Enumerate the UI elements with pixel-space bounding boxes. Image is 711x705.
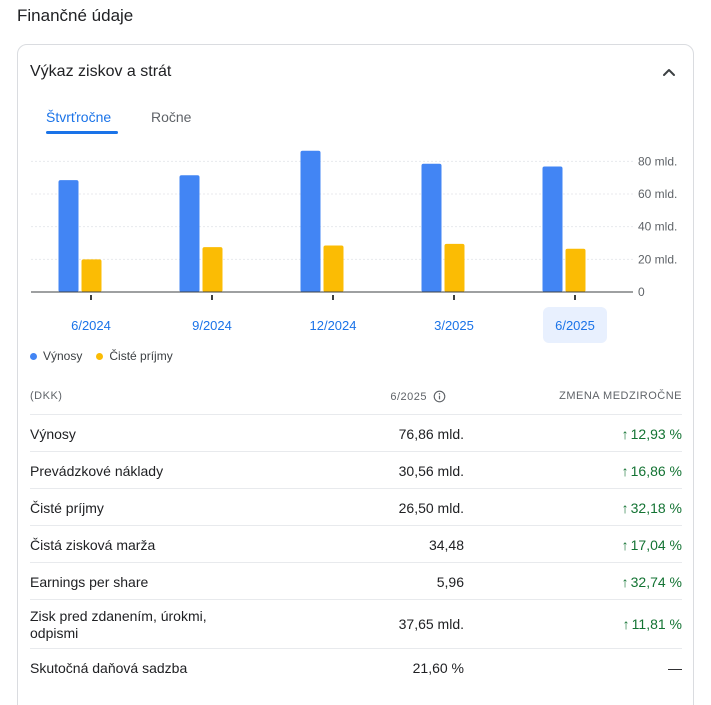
y-tick-label: 60 mld. [638,187,677,201]
row-change: — [668,660,682,676]
row-value: 34,48 [428,537,464,553]
row-change: ↑ 16,86 % [622,463,682,479]
arrow-up-icon: ↑ [621,463,629,479]
legend-item-revenue: Výnosy [30,349,82,363]
row-change: ↑ 17,04 % [622,537,682,553]
row-change: ↑ 12,93 % [622,426,682,442]
row-label: Earnings per share [30,574,149,590]
row-label: Zisk pred zdanením, úrokmi, odpismi [30,608,207,642]
row-label: Prevádzkové náklady [30,463,164,479]
income-statement-card: Výkaz ziskov a strát Štvrťročne Ročne 0 2… [17,44,694,705]
financials-table: (DKK) 6/2025 ZMENA MEDZIROČNE Výnosy 76,… [30,378,682,686]
card-title: Výkaz ziskov a strát [30,63,172,80]
bar-revenue [179,175,200,292]
chart-legend: Výnosy Čisté príjmy [30,349,187,363]
row-label: Výnosy [30,426,76,442]
header-yoy-change: ZMENA MEDZIROČNE [559,390,682,402]
period-3-2025[interactable]: 3/2025 [434,317,474,333]
arrow-up-icon: ↑ [621,500,629,516]
row-change-value: 17,04 % [630,537,682,553]
row-value: 30,56 mld. [398,463,464,479]
table-row-ebitda: Zisk pred zdanením, úrokmi, odpismi 37,6… [30,600,682,649]
row-value: 37,65 mld. [398,616,464,632]
arrow-up-icon: ↑ [621,574,629,590]
header-currency: (DKK) [30,390,63,402]
table-row-operating-expenses: Prevádzkové náklady 30,56 mld. ↑ 16,86 % [30,452,682,489]
legend-label-net-income: Čisté príjmy [109,349,173,363]
header-period: 6/2025 [390,390,446,403]
period-6-2025[interactable]: 6/2025 [543,307,607,343]
row-label: Čisté príjmy [30,500,104,516]
row-change: ↑ 32,74 % [622,574,682,590]
row-label-line2: odpismi [30,625,79,641]
legend-dot-net-income [96,352,104,360]
row-value: 76,86 mld. [398,426,464,442]
legend-item-net-income: Čisté príjmy [96,349,173,363]
income-chart: 0 20 mld. 40 mld. 60 mld. 80 mld. [31,150,677,300]
bar-revenue [542,166,563,292]
info-icon[interactable] [433,390,446,403]
section-title: Finančné údaje [17,6,134,25]
bar-revenue [58,180,79,292]
row-label: Čistá zisková marža [30,537,156,553]
legend-label-revenue: Výnosy [43,349,83,363]
row-change-value: 32,18 % [630,500,682,516]
tab-active-indicator [46,131,118,134]
table-row-net-margin: Čistá zisková marža 34,48 ↑ 17,04 % [30,526,682,563]
row-value: 5,96 [436,574,464,590]
period-6-2024[interactable]: 6/2024 [71,317,111,333]
legend-dot-revenue [30,352,37,360]
row-label-line1: Zisk pred zdanením, úrokmi, [30,608,207,624]
row-value: 21,60 % [412,660,464,676]
bar-revenue [421,163,442,292]
row-change: ↑ 11,81 % [623,616,682,632]
header-period-label: 6/2025 [390,390,427,403]
bar-revenue [300,150,321,292]
bar-net-income [565,248,586,292]
row-value: 26,50 mld. [398,500,464,516]
tab-annual[interactable]: Ročne [151,109,192,125]
y-tick-label: 80 mld. [638,154,677,168]
y-tick-label: 0 [638,285,645,299]
period-9-2024[interactable]: 9/2024 [192,317,232,333]
arrow-up-icon: ↑ [621,426,629,442]
y-tick-label: 40 mld. [638,220,677,234]
arrow-up-icon: ↑ [621,537,629,553]
row-change-value: 32,74 % [630,574,682,590]
chevron-up-icon[interactable] [657,61,681,85]
bar-net-income [323,245,344,292]
row-label: Skutočná daňová sadzba [30,660,188,676]
arrow-up-icon: ↑ [622,616,630,632]
row-change: ↑ 32,18 % [622,500,682,516]
bar-net-income [202,247,223,292]
period-12-2024[interactable]: 12/2024 [309,317,357,333]
row-change-value: 12,93 % [630,426,682,442]
table-row-eps: Earnings per share 5,96 ↑ 32,74 % [30,563,682,600]
bar-net-income [81,259,102,292]
row-change-value: 11,81 % [631,616,682,632]
row-change-value: 16,86 % [630,463,682,479]
bar-net-income [444,243,465,292]
tab-quarterly[interactable]: Štvrťročne [46,109,112,125]
table-header: (DKK) 6/2025 ZMENA MEDZIROČNE [30,378,682,415]
y-tick-label: 20 mld. [638,252,677,266]
table-row-revenue: Výnosy 76,86 mld. ↑ 12,93 % [30,415,682,452]
table-row-net-income: Čisté príjmy 26,50 mld. ↑ 32,18 % [30,489,682,526]
table-row-tax-rate: Skutočná daňová sadzba 21,60 % — [30,649,682,686]
